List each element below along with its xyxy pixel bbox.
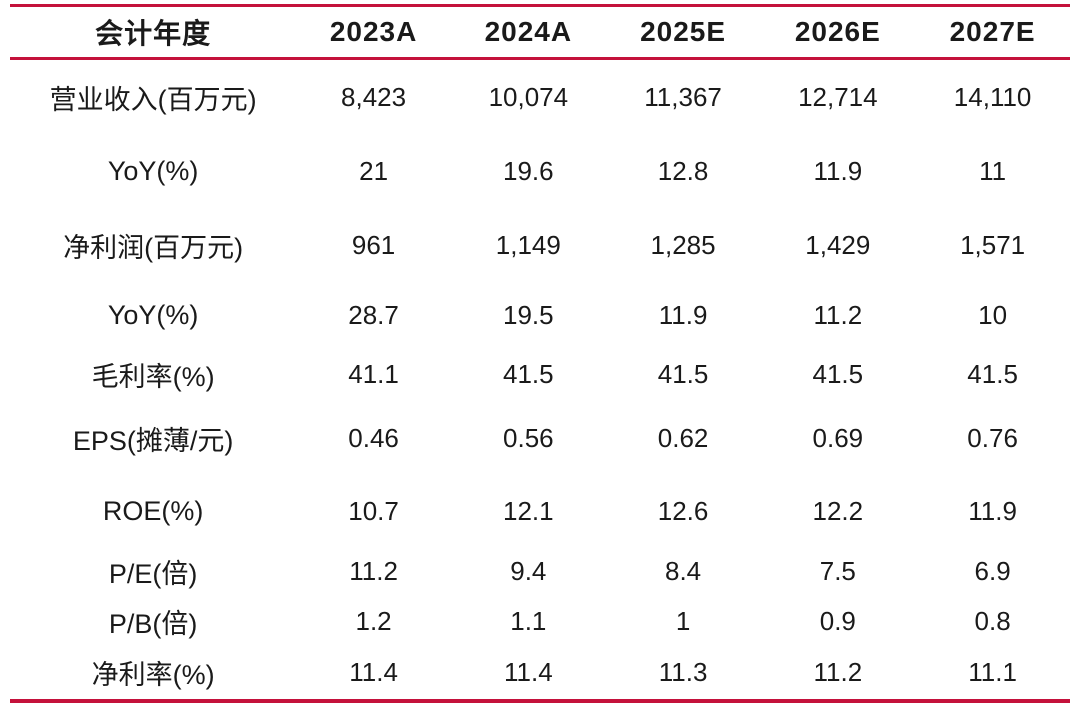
cell-value: 11.9: [968, 496, 1017, 526]
table-row: 营业收入(百万元) 8,423 10,074 11,367 12,714 14,110: [10, 59, 1070, 135]
cell-value: 12.1: [503, 496, 554, 526]
cell-value: 1,429: [805, 230, 871, 260]
table-row: YoY(%) 28.7 19.5 11.9 11.2 10: [10, 283, 1070, 349]
cell-value: 41.5: [967, 359, 1018, 389]
table-row: 净利率(%) 11.4 11.4 11.3 11.2 11.1: [10, 647, 1070, 701]
cell-value: 1: [675, 606, 691, 636]
cell-value: 8.4: [665, 556, 702, 586]
cell-value: 1,149: [495, 230, 561, 260]
cell-value: 0.56: [503, 423, 554, 453]
cell-value: 10,074: [488, 81, 569, 112]
cell-value: 1,571: [960, 230, 1026, 260]
cell-value: 19.6: [503, 156, 554, 186]
row-label: EPS(摊薄/元): [72, 426, 234, 456]
cell-value: 1.2: [355, 606, 392, 636]
cell-value: 0.46: [348, 423, 399, 453]
cell-value: 1,285: [650, 230, 716, 260]
row-label: YoY(%): [107, 300, 199, 330]
cell-value: 11.3: [658, 657, 708, 687]
row-label: 净利润(百万元): [63, 233, 244, 263]
column-header-2027e: 2027E: [915, 5, 1070, 60]
cell-value: 41.5: [812, 359, 864, 389]
cell-value: 10.7: [348, 496, 399, 526]
cell-value: 12,714: [798, 81, 878, 112]
cell-value: 11.9: [813, 156, 863, 186]
table-row: P/E(倍) 11.2 9.4 8.4 7.5 6.9: [10, 547, 1070, 597]
column-header-2025e: 2025E: [605, 5, 761, 60]
cell-value: 6.9: [974, 556, 1011, 586]
table-row: EPS(摊薄/元) 0.46 0.56 0.62 0.69 0.76: [10, 401, 1070, 477]
cell-value: 0.69: [812, 423, 864, 453]
cell-value: 11,367: [644, 81, 722, 112]
cell-value: 41.5: [657, 359, 709, 389]
cell-value: 41.5: [503, 359, 554, 389]
cell-value: 9.4: [510, 556, 547, 586]
cell-value: 12.6: [657, 496, 709, 526]
table-row: ROE(%) 10.7 12.1 12.6 12.2 11.9: [10, 477, 1070, 547]
cell-value: 41.1: [348, 359, 399, 389]
cell-value: 11.2: [349, 556, 398, 586]
column-header-2026e: 2026E: [760, 5, 916, 60]
cell-value: 961: [351, 230, 396, 260]
cell-value: 12.2: [812, 496, 864, 526]
cell-value: 11.2: [813, 300, 863, 330]
cell-value: 0.9: [819, 606, 856, 636]
cell-value: 11.1: [968, 657, 1017, 687]
cell-value: 12.8: [657, 156, 709, 186]
cell-value: 11.4: [349, 657, 398, 687]
cell-value: 11.4: [503, 657, 553, 687]
row-label: 净利率(%): [91, 660, 215, 690]
row-label: 毛利率(%): [91, 362, 215, 392]
cell-value: 28.7: [348, 300, 399, 330]
cell-value: 8,423: [341, 81, 407, 112]
cell-value: 11.9: [658, 300, 708, 330]
table-row: YoY(%) 21 19.6 12.8 11.9 11: [10, 135, 1070, 209]
row-label: 营业收入(百万元): [49, 84, 257, 115]
table-header-row: 会计年度 2023A 2024A 2025E 2026E 2027E: [10, 5, 1070, 60]
table-body: 营业收入(百万元) 8,423 10,074 11,367 12,714 14,110 Yo…: [10, 59, 1070, 701]
column-header-fiscal-year: 会计年度: [10, 5, 297, 60]
column-header-2023a: 2023A: [296, 5, 451, 60]
financial-summary-table: 会计年度 2023A 2024A 2025E 2026E 2027E 营业收入(百万元) 8…: [10, 4, 1070, 703]
table-row: P/B(倍) 1.2 1.1 1 0.9 0.8: [10, 597, 1070, 647]
cell-value: 21: [359, 156, 389, 186]
cell-value: 0.62: [657, 423, 709, 453]
row-label: YoY(%): [107, 156, 199, 186]
cell-value: 7.5: [819, 556, 856, 586]
cell-value: 10: [978, 300, 1008, 330]
cell-value: 0.76: [967, 423, 1018, 453]
row-label: P/E(倍): [108, 559, 198, 589]
cell-value: 11.2: [813, 657, 863, 687]
cell-value: 11: [979, 156, 1007, 186]
table-row: 净利润(百万元) 961 1,149 1,285 1,429 1,571: [10, 209, 1070, 283]
row-label: P/B(倍): [108, 609, 198, 639]
cell-value: 1.1: [510, 606, 547, 636]
column-header-2024a: 2024A: [450, 5, 606, 60]
cell-value: 19.5: [503, 300, 554, 330]
table-row: 毛利率(%) 41.1 41.5 41.5 41.5 41.5: [10, 349, 1070, 401]
cell-value: 0.8: [974, 606, 1011, 636]
row-label: ROE(%): [102, 496, 204, 526]
table-header: 会计年度 2023A 2024A 2025E 2026E 2027E: [10, 5, 1070, 60]
cell-value: 14,110: [953, 81, 1032, 112]
